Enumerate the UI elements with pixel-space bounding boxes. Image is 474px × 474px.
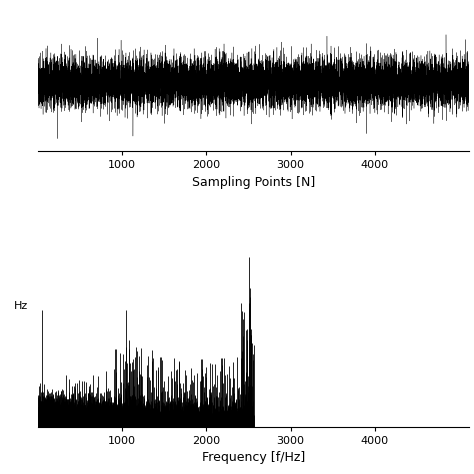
X-axis label: Sampling Points [N]: Sampling Points [N] bbox=[192, 176, 315, 189]
Y-axis label: Hz: Hz bbox=[14, 301, 28, 311]
X-axis label: Frequency [f/Hz]: Frequency [f/Hz] bbox=[202, 451, 305, 464]
